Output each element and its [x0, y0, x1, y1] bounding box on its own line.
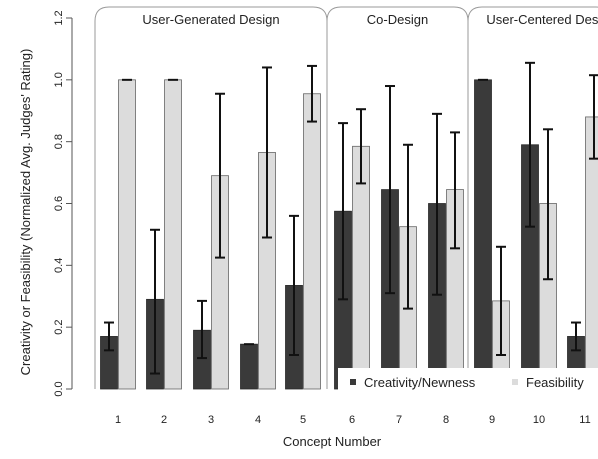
legend-swatch	[350, 379, 356, 385]
x-axis-title: Concept Number	[283, 434, 382, 449]
x-tick-label: 1	[115, 414, 121, 426]
group-label: User-Generated Design	[142, 12, 279, 27]
y-tick-label: 1.0	[53, 72, 65, 87]
y-tick-label: 0.8	[53, 134, 65, 149]
legend-label: Creativity/Newness	[364, 375, 476, 390]
y-axis: 0.0 0.2 0.4 0.6 0.8 1.0 1.2	[53, 10, 72, 396]
bar-creativity	[241, 344, 258, 389]
x-tick-label: 6	[349, 414, 355, 426]
bar-feasibility	[165, 80, 182, 389]
x-tick-label: 9	[489, 414, 495, 426]
legend-label: Feasibility	[526, 375, 584, 390]
bar-feasibility	[304, 94, 321, 389]
x-tick-label: 11	[579, 414, 590, 426]
x-tick-label: 8	[443, 414, 449, 426]
y-axis-title: Creativity or Feasibility (Normalized Av…	[18, 49, 33, 376]
x-tick-label: 10	[533, 414, 545, 426]
y-tick-label: 1.2	[53, 10, 65, 25]
x-tick-label: 2	[161, 414, 167, 426]
bar-feasibility	[119, 80, 136, 389]
legend-swatch	[512, 379, 518, 385]
y-tick-label: 0.2	[53, 320, 65, 335]
group-label: User-Centered Design	[486, 12, 598, 27]
y-tick-label: 0.0	[53, 381, 65, 396]
x-tick-label: 5	[300, 414, 306, 426]
x-tick-label: 3	[208, 414, 214, 426]
x-tick-label: 4	[255, 414, 261, 426]
x-axis: 1 2 3 4 5 6 7 8 9 10 11	[115, 414, 591, 426]
bar-creativity	[475, 80, 492, 389]
bars	[101, 80, 598, 389]
group-label: Co-Design	[367, 12, 428, 27]
y-tick-label: 0.6	[53, 196, 65, 211]
x-tick-label: 7	[396, 414, 402, 426]
legend: Creativity/Newness Feasibility	[338, 368, 598, 398]
y-tick-label: 0.4	[53, 258, 65, 273]
